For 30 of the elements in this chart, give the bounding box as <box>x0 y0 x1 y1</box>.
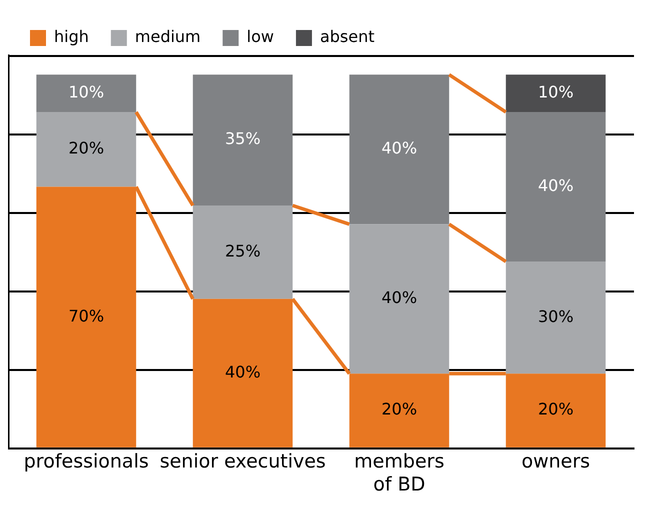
data-label: 70% <box>68 306 104 326</box>
x-tick-label: owners <box>521 450 590 473</box>
bar <box>36 112 136 187</box>
data-label: 30% <box>538 306 574 326</box>
bar <box>36 74 136 112</box>
bar <box>506 112 606 262</box>
x-tick-label: members of BD <box>354 450 444 496</box>
legend-label: absent <box>320 27 375 46</box>
data-label: 20% <box>68 138 104 158</box>
bar <box>506 74 606 112</box>
data-label: 20% <box>538 400 574 419</box>
data-label: 20% <box>381 400 418 419</box>
bar <box>349 74 450 224</box>
data-label: 40% <box>538 176 574 195</box>
x-tick-label: professionals <box>24 450 149 473</box>
data-label: 40% <box>381 138 418 158</box>
legend-label: low <box>246 27 274 46</box>
bar <box>192 74 293 206</box>
data-label: 25% <box>224 241 261 260</box>
bar <box>506 262 606 374</box>
x-tick-label: senior executives <box>160 450 326 473</box>
data-label: 40% <box>224 362 261 382</box>
bar <box>192 205 293 299</box>
bar <box>349 224 450 374</box>
legend-label: high <box>54 27 89 46</box>
data-label: 10% <box>68 82 104 102</box>
data-label: 10% <box>538 82 574 102</box>
legend-label: medium <box>134 27 201 46</box>
data-label: 40% <box>381 288 418 308</box>
data-label: 35% <box>224 129 261 148</box>
